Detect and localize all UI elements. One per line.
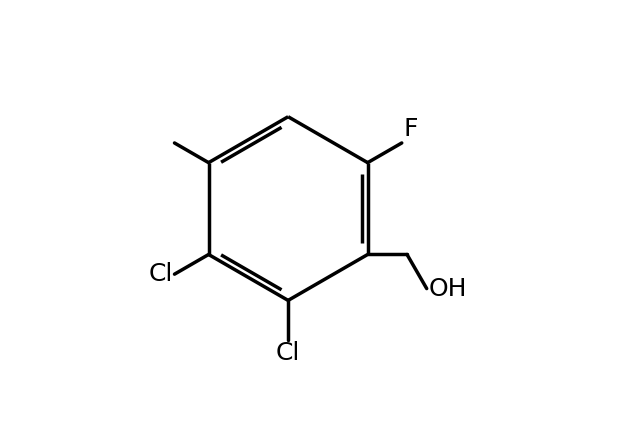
Text: Cl: Cl	[148, 262, 173, 286]
Text: OH: OH	[428, 276, 467, 301]
Text: Cl: Cl	[276, 341, 300, 366]
Text: F: F	[403, 117, 418, 141]
